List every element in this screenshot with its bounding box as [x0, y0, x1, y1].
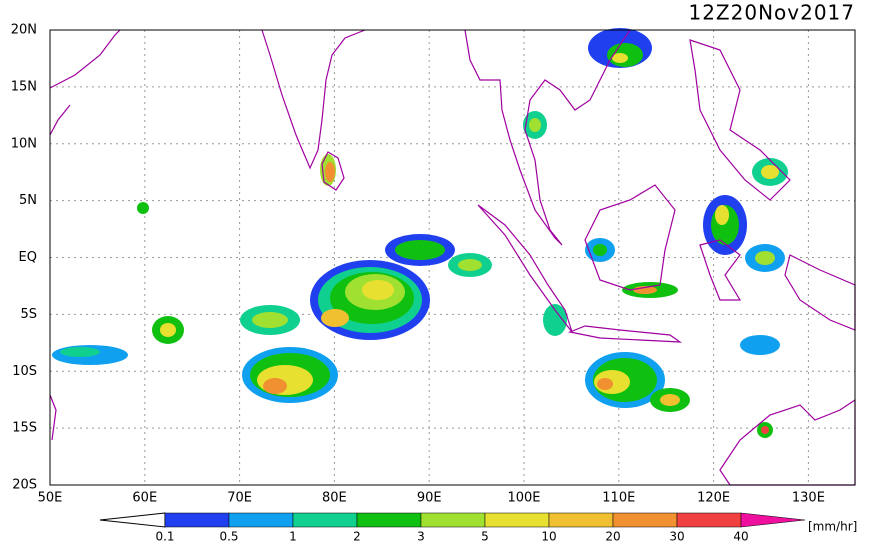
- colorbar-unit: [mm/hr]: [808, 520, 857, 534]
- rain-cell: [242, 347, 338, 403]
- colorbar-label: 5: [481, 530, 489, 544]
- axis-labels: 50E 60E 70E 80E 90E 100E 110E 120E 130E 20N 15N 10N…: [11, 23, 825, 506]
- rain-cell: [650, 388, 690, 412]
- colorbar-label: 0.1: [155, 530, 174, 544]
- colorbar-label: 40: [733, 530, 748, 544]
- colorbar-over: [740, 512, 806, 528]
- rain-cell: [745, 244, 785, 272]
- precipitation-areas: [52, 28, 788, 438]
- rain-cell: [588, 28, 652, 68]
- lon-tick-label: 100E: [507, 491, 540, 506]
- colorbar-box: [484, 512, 550, 528]
- rain-cell: [585, 238, 615, 262]
- grid: [50, 30, 855, 485]
- colorbar-label: 3: [417, 530, 425, 544]
- rain-cell: [52, 345, 128, 365]
- map-frame: [49, 29, 856, 486]
- rain-cell: [385, 234, 455, 266]
- rain-cell: [137, 202, 149, 214]
- rain-cell: [240, 305, 300, 335]
- lon-tick-label: 120E: [697, 491, 730, 506]
- lat-tick-label: 20S: [12, 478, 37, 493]
- colorbar-box: [420, 512, 486, 528]
- rain-cell: [152, 316, 184, 344]
- lat-tick-label: EQ: [19, 250, 37, 265]
- rain-cell: [752, 158, 788, 186]
- colorbar-box: [164, 512, 230, 528]
- rain-cell: [585, 352, 665, 408]
- lon-tick-label: 60E: [132, 491, 157, 506]
- rain-cell: [523, 111, 547, 139]
- lat-tick-label: 5S: [20, 307, 37, 322]
- lat-tick-label: 5N: [19, 193, 37, 208]
- lat-tick-label: 15N: [11, 79, 37, 94]
- rain-cell: [310, 260, 430, 340]
- colorbar-box: [356, 512, 422, 528]
- colorbar-box: [292, 512, 358, 528]
- colorbar-box: [612, 512, 678, 528]
- colorbar-label: 20: [605, 530, 620, 544]
- lat-tick-label: 10S: [12, 364, 37, 379]
- rain-cell: [543, 304, 567, 336]
- coastlines: [49, 29, 856, 486]
- lat-tick-label: 10N: [11, 136, 37, 151]
- lon-tick-label: 90E: [417, 491, 442, 506]
- rain-cell: [448, 253, 492, 277]
- map-title: 12Z20Nov2017: [688, 1, 855, 25]
- colorbar-box: [548, 512, 614, 528]
- colorbar-box: [676, 512, 742, 528]
- rain-cell: [703, 195, 747, 255]
- lon-tick-label: 110E: [602, 491, 635, 506]
- colorbar-label: 10: [541, 530, 556, 544]
- lat-tick-label: 20N: [11, 23, 37, 38]
- colorbar-label: 0.5: [219, 530, 238, 544]
- lon-tick-label: 70E: [227, 491, 252, 506]
- colorbar-box: [228, 512, 294, 528]
- lon-tick-label: 50E: [38, 491, 63, 506]
- colorbar-label: 30: [669, 530, 684, 544]
- colorbar-label: 2: [353, 530, 361, 544]
- colorbar-label: 1: [289, 530, 297, 544]
- colorbar: 0.1 0.5 1 2 3 5 10 20 30 40 [mm/hr]: [99, 512, 857, 544]
- lat-tick-label: 15S: [12, 421, 37, 436]
- colorbar-under: [99, 512, 166, 528]
- lon-tick-label: 80E: [322, 491, 347, 506]
- rain-cell: [740, 335, 780, 355]
- rain-cell: [757, 422, 773, 438]
- lon-tick-label: 130E: [792, 491, 825, 506]
